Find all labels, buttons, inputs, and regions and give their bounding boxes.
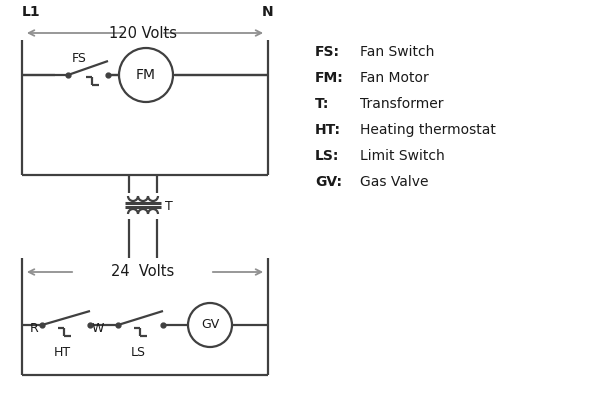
- Text: Gas Valve: Gas Valve: [360, 175, 428, 189]
- Text: 120 Volts: 120 Volts: [109, 26, 177, 40]
- Text: Fan Switch: Fan Switch: [360, 45, 434, 59]
- Text: FM: FM: [136, 68, 156, 82]
- Text: Transformer: Transformer: [360, 97, 444, 111]
- Text: N: N: [262, 5, 274, 19]
- Text: W: W: [92, 322, 104, 336]
- Text: LS: LS: [130, 346, 146, 360]
- Text: 24  Volts: 24 Volts: [112, 264, 175, 280]
- Text: HT:: HT:: [315, 123, 341, 137]
- Text: L1: L1: [22, 5, 41, 19]
- Text: T: T: [165, 200, 173, 214]
- Text: T:: T:: [315, 97, 329, 111]
- Text: FS: FS: [72, 52, 87, 66]
- Text: R: R: [30, 322, 38, 336]
- Text: HT: HT: [54, 346, 71, 360]
- Text: FM:: FM:: [315, 71, 344, 85]
- Text: Limit Switch: Limit Switch: [360, 149, 445, 163]
- Text: Heating thermostat: Heating thermostat: [360, 123, 496, 137]
- Text: LS:: LS:: [315, 149, 339, 163]
- Text: FS:: FS:: [315, 45, 340, 59]
- Text: GV: GV: [201, 318, 219, 332]
- Text: Fan Motor: Fan Motor: [360, 71, 429, 85]
- Text: GV:: GV:: [315, 175, 342, 189]
